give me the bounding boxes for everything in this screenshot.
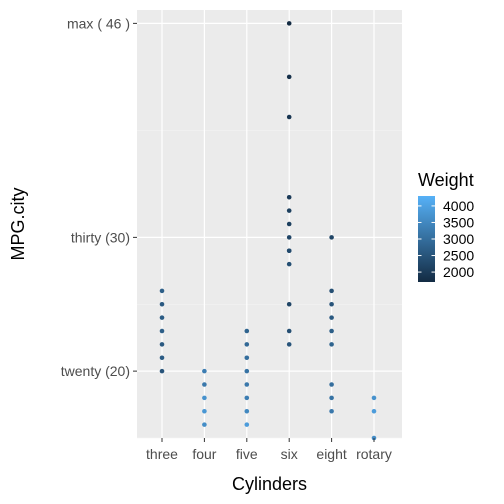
legend-colorbar bbox=[418, 196, 435, 282]
data-point bbox=[159, 288, 165, 294]
data-point bbox=[244, 395, 250, 401]
data-point bbox=[371, 408, 377, 414]
data-point bbox=[202, 382, 207, 387]
data-point bbox=[286, 301, 292, 307]
y-axis: twenty (20) thirty (30) max ( 46 ) bbox=[61, 15, 137, 379]
data-point bbox=[329, 395, 334, 401]
data-point bbox=[286, 328, 292, 334]
data-point bbox=[329, 301, 334, 307]
data-point bbox=[286, 194, 292, 200]
data-point bbox=[329, 342, 334, 347]
data-point bbox=[159, 342, 165, 347]
data-point bbox=[159, 355, 165, 361]
x-tick-label: four bbox=[192, 446, 216, 462]
data-point bbox=[202, 395, 207, 401]
legend-tick-label: 4000 bbox=[443, 198, 474, 214]
data-point bbox=[159, 315, 165, 320]
data-point bbox=[329, 288, 334, 294]
grid-minor bbox=[137, 130, 402, 439]
grid-major bbox=[137, 10, 402, 438]
data-point bbox=[244, 382, 250, 387]
data-point bbox=[329, 328, 334, 334]
x-tick-label: eight bbox=[316, 446, 346, 462]
y-tick-label: max ( 46 ) bbox=[67, 15, 130, 31]
data-point bbox=[286, 221, 292, 227]
data-point bbox=[329, 235, 334, 240]
data-point bbox=[159, 328, 165, 334]
data-point bbox=[202, 368, 207, 374]
x-tick-label: six bbox=[281, 446, 298, 462]
data-point bbox=[244, 408, 250, 414]
x-tick-label: five bbox=[236, 446, 258, 462]
data-point bbox=[202, 422, 207, 427]
data-point bbox=[286, 21, 292, 26]
data-point bbox=[244, 355, 250, 361]
data-point bbox=[371, 395, 377, 401]
data-points bbox=[159, 21, 377, 441]
x-axis-title: Cylinders bbox=[232, 474, 307, 494]
legend-tick-label: 3000 bbox=[443, 231, 474, 247]
data-point bbox=[286, 261, 292, 267]
data-point bbox=[329, 408, 334, 414]
plot-panel bbox=[137, 10, 402, 438]
legend-title: Weight bbox=[418, 170, 474, 190]
x-axis: three four five six eight rotary bbox=[146, 438, 392, 462]
data-point bbox=[286, 342, 292, 347]
y-axis-title: MPG.city bbox=[8, 187, 28, 260]
x-tick-label: three bbox=[146, 446, 178, 462]
data-point bbox=[286, 114, 292, 120]
data-point bbox=[286, 235, 292, 240]
data-point bbox=[286, 248, 292, 254]
data-point bbox=[244, 422, 250, 427]
legend-tick-label: 2500 bbox=[443, 248, 474, 264]
data-point bbox=[244, 342, 250, 347]
y-tick-label: thirty (30) bbox=[71, 229, 130, 245]
y-tick-label: twenty (20) bbox=[61, 363, 130, 379]
data-point bbox=[244, 328, 250, 334]
data-point bbox=[159, 368, 165, 374]
legend-tick-label: 3500 bbox=[443, 214, 474, 230]
data-point bbox=[329, 382, 334, 387]
data-point bbox=[159, 301, 165, 307]
legend-tick-label: 2000 bbox=[443, 264, 474, 280]
x-tick-label: rotary bbox=[356, 446, 392, 462]
data-point bbox=[329, 315, 334, 320]
data-point bbox=[202, 408, 207, 414]
data-point bbox=[286, 74, 292, 80]
data-point bbox=[286, 208, 292, 213]
data-point bbox=[244, 368, 250, 374]
